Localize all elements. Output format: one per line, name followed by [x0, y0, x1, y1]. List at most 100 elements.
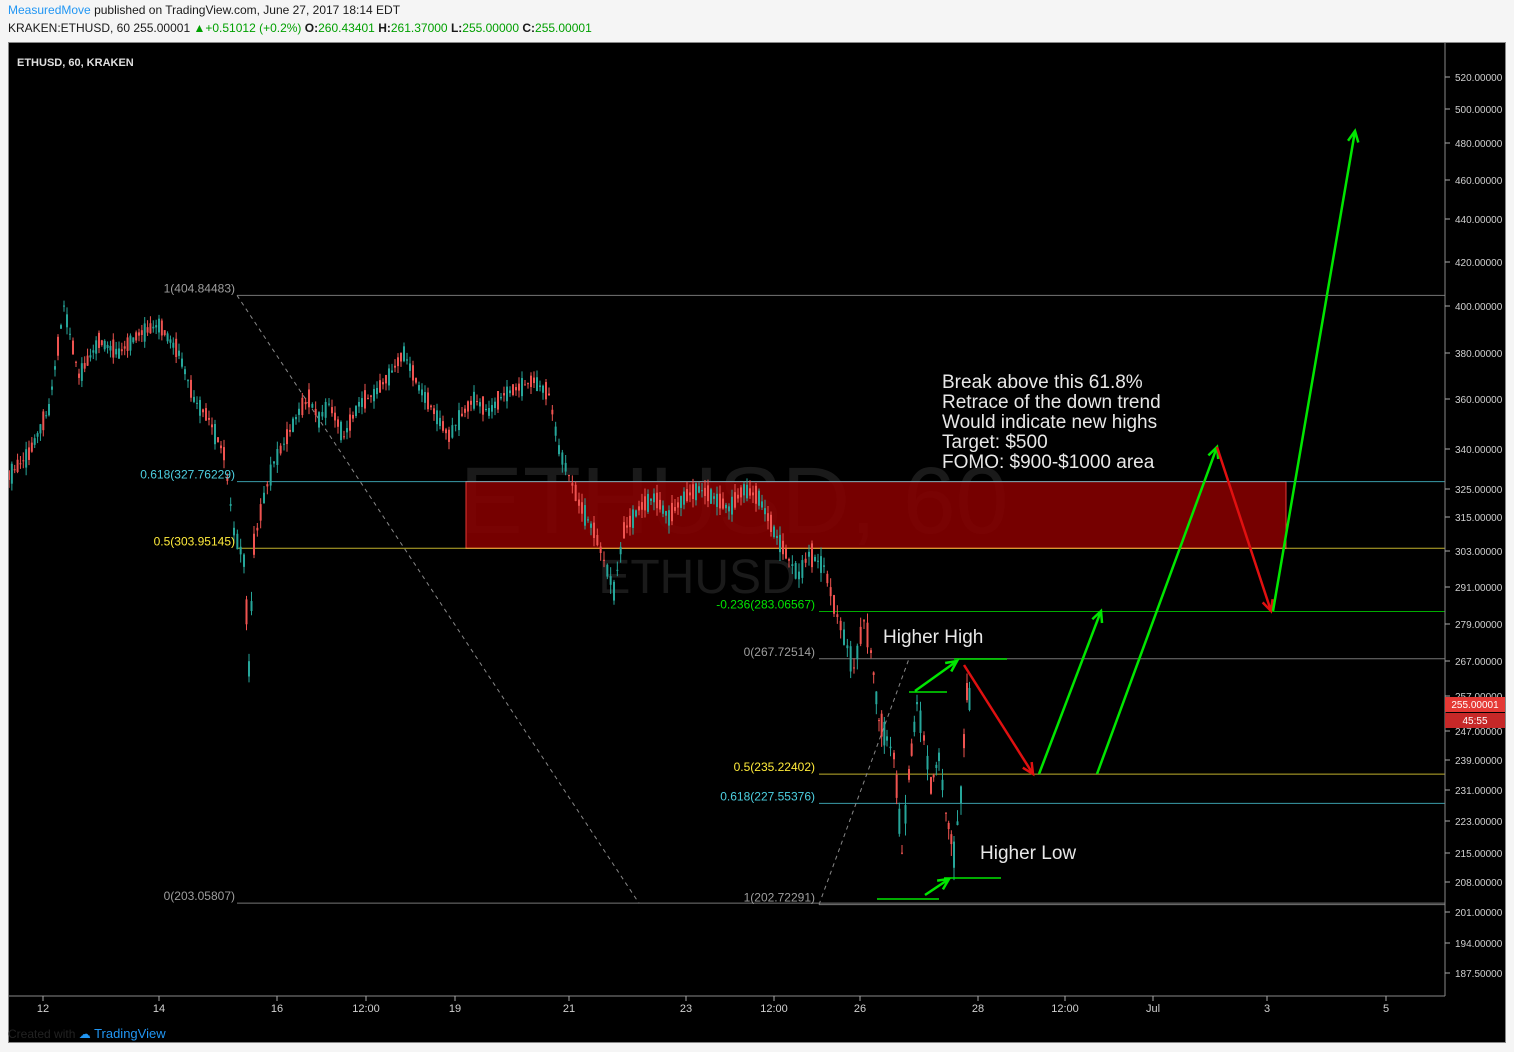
candle-body [833, 595, 835, 614]
candle-body [388, 368, 390, 386]
fib-level-label: 1(202.72291) [744, 891, 815, 905]
candle-body [169, 339, 172, 343]
candle-body [166, 333, 169, 342]
candle-body [39, 424, 42, 434]
candle-body [764, 508, 766, 515]
price-badge-value: 255.00001 [1451, 700, 1499, 711]
candle-body [152, 326, 155, 329]
candle-body [536, 377, 538, 391]
candle-body [701, 490, 703, 492]
candle-body [436, 410, 438, 425]
candle-body [941, 779, 944, 791]
candle-body [935, 764, 938, 768]
candle-body [48, 403, 50, 416]
candle-body [243, 554, 245, 567]
candle-body [626, 525, 628, 528]
time-tick-label: 12:00 [352, 1003, 380, 1015]
candle-body [54, 366, 56, 370]
candle-body [509, 390, 511, 394]
candle-body [279, 445, 282, 454]
chart-panel[interactable]: ETHUSD, 60 ETHUSD 1(404.84483)0.618(327.… [8, 42, 1506, 1043]
candle-body [266, 484, 269, 487]
candle-body [256, 527, 259, 531]
candle-body [92, 350, 95, 353]
candle-body [571, 483, 574, 486]
candle-body [779, 534, 781, 553]
candle-body [248, 661, 250, 677]
candle-body [236, 533, 239, 550]
candle-body [619, 546, 622, 555]
candle-body [433, 408, 435, 415]
candle-body [908, 768, 910, 780]
candle-body [836, 614, 839, 618]
candle-body [776, 535, 778, 539]
candle-body [811, 543, 813, 568]
countdown-timer: 45:55 [1462, 716, 1487, 727]
candle-body [42, 411, 45, 431]
high-label: H: [378, 21, 391, 35]
bounce-arrow [1037, 610, 1103, 775]
candle-body [843, 629, 845, 645]
candle-body [590, 523, 592, 528]
candle-body [78, 373, 80, 378]
candle-body [856, 645, 859, 660]
higher-high-label: Higher High [883, 627, 983, 648]
fib-level-label: -0.236(283.06567) [716, 597, 815, 611]
candle-body [886, 736, 888, 741]
fib-level-label: 0.5(303.95145) [154, 534, 235, 548]
candle-body [653, 493, 655, 503]
tradingview-link[interactable]: TradingView [94, 1026, 166, 1041]
candle-body [947, 822, 950, 830]
breakout-arrow [1095, 446, 1219, 775]
candle-body [491, 405, 493, 412]
candle-body [83, 363, 86, 369]
candle-body [172, 342, 175, 348]
candle-body [25, 449, 28, 468]
pullback-arrow-head [1022, 761, 1035, 777]
candle-body [875, 691, 878, 705]
candle-body [314, 408, 317, 416]
candle-body [515, 387, 517, 391]
price-tick-label: 239.00000 [1455, 756, 1503, 767]
close-label: C: [522, 21, 536, 35]
candle-body [662, 505, 664, 514]
candle-body [863, 620, 865, 622]
price-tick-label: 279.00000 [1455, 620, 1503, 631]
price-axis-bg[interactable] [1445, 43, 1505, 1042]
candle-body [889, 746, 892, 749]
candle-body [853, 667, 855, 669]
retest-arrow [1215, 446, 1273, 612]
candle-body [163, 330, 166, 336]
publish-header: MeasuredMove published on TradingView.co… [8, 3, 400, 17]
target-arrow [1271, 130, 1357, 612]
author-link[interactable]: MeasuredMove [8, 3, 91, 17]
price-tick-label: 291.00000 [1455, 583, 1503, 594]
candle-body [916, 702, 918, 705]
candle-body [226, 477, 229, 481]
candle-body [533, 377, 535, 384]
candle-body [603, 559, 605, 561]
candle-body [129, 335, 132, 351]
candle-body [581, 502, 583, 514]
candle-body [930, 777, 932, 794]
candle-body [100, 340, 103, 346]
bounce-arrow-head [1091, 608, 1104, 624]
candle-body [126, 337, 129, 351]
candle-body [521, 378, 523, 397]
candle-body [846, 645, 849, 649]
candle-body [722, 498, 724, 509]
candle-body [66, 314, 68, 328]
time-tick-label: Jul [1146, 1003, 1160, 1015]
candle-body [919, 710, 922, 733]
candle-body [668, 510, 670, 526]
time-axis-bg[interactable] [9, 996, 1505, 1042]
candle-body [448, 429, 450, 442]
candle-body [479, 402, 481, 407]
candle-body [578, 499, 580, 506]
candle-body [883, 721, 886, 746]
candle-body [454, 424, 457, 426]
candle-body [689, 492, 691, 496]
chart-svg[interactable]: ETHUSD, 60 ETHUSD 1(404.84483)0.618(327.… [8, 43, 1505, 1042]
candle-body [16, 459, 19, 472]
candle-body [379, 380, 381, 393]
